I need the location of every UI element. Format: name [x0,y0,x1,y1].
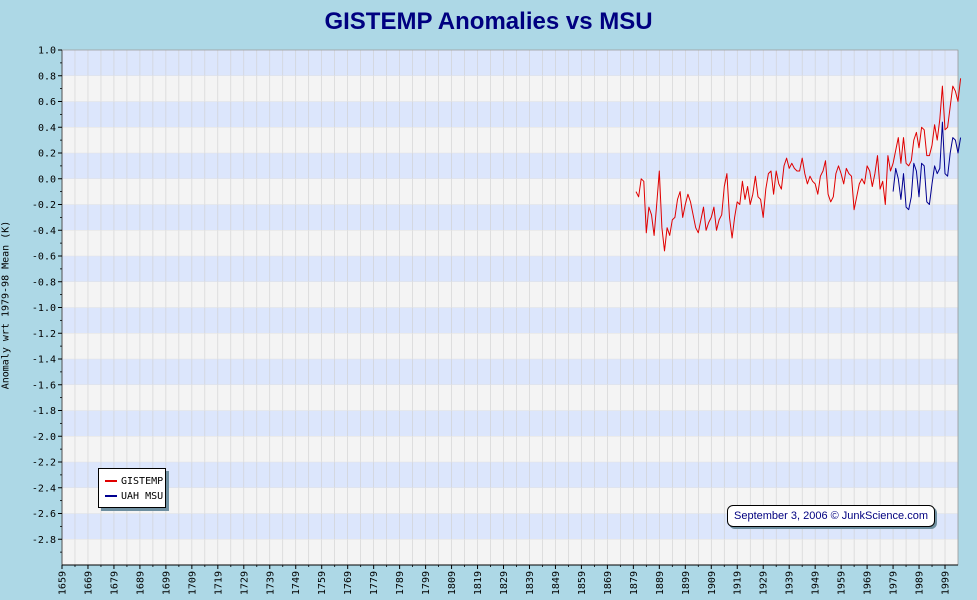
x-tick-label: 1839 [525,571,536,595]
y-tick-label: -2.8 [32,535,56,546]
series-line-uah-msu [892,121,962,211]
y-axis: 1.0 0.8 0.6 0.4 0.2 0.0 -0.2 -0.4 -0.6 -0.8 -1.0 -1… [32,46,959,566]
x-tick-label: 1699 [161,571,172,595]
legend-entry-uah-msu: UAH MSU [105,490,163,502]
y-tick-label: -2.4 [32,483,56,494]
y-tick-label: -1.8 [32,406,56,417]
credit-box: September 3, 2006 © JunkScience.com [727,505,935,527]
x-tick-label: 1809 [447,571,458,595]
x-tick-label: 1729 [239,571,250,595]
y-tick-label: 0.2 [38,149,56,160]
y-tick-label: -1.6 [32,380,56,391]
x-tick-label: 1919 [733,571,744,595]
plot-band [62,539,958,565]
x-tick-label: 1889 [655,571,666,595]
legend-entry-gistemp: GISTEMP [105,475,163,487]
x-tick-label: 1929 [759,571,770,595]
plot-band [62,75,958,102]
legend: GISTEMP UAH MSU [98,468,166,508]
y-tick-label: -2.6 [32,509,56,520]
x-tick-label: 1849 [551,571,562,595]
y-tick-label: -0.8 [32,277,56,288]
legend-swatch-gistemp [105,480,117,482]
x-tick-label: 1859 [577,571,588,595]
x-tick-label: 1669 [83,571,94,595]
x-tick-label: 1829 [499,571,510,595]
plot-band [62,230,958,256]
series-lines [635,78,962,252]
y-tick-label: -1.0 [32,303,56,314]
x-tick-label: 1719 [213,571,224,595]
x-tick-label: 1659 [58,571,69,595]
y-tick-label: -0.2 [32,200,56,211]
x-tick-label: 1799 [421,571,432,595]
y-tick-label: 1.0 [38,46,56,57]
plot-band [62,127,958,153]
x-tick-label: 1969 [863,571,874,595]
x-tick-label: 1879 [629,571,640,595]
legend-label-gistemp: GISTEMP [121,475,164,487]
y-tick-label: 0.6 [38,97,56,108]
x-tick-label: 1819 [473,571,484,595]
x-tick-label: 1909 [707,571,718,595]
y-tick-label: -1.2 [32,329,56,340]
x-tick-label: 1769 [343,571,354,595]
plot-band [62,436,958,462]
y-tick-label: 0.4 [38,123,56,134]
y-tick-label: -1.4 [32,355,56,366]
x-tick-label: 1759 [317,571,328,595]
legend-label-uah-msu: UAH MSU [121,490,164,502]
x-tick-label: 1949 [811,571,822,595]
x-tick-label: 1679 [109,571,120,595]
plot-band [62,462,958,488]
x-tick-label: 1959 [837,571,848,595]
plot-band [62,178,958,205]
x-tick-label: 1789 [395,571,406,595]
plot-band [62,333,958,359]
plot-band [62,50,958,76]
plot-band [62,359,958,385]
x-axis: 1659 1669 1679 1689 1699 1709 1719 1729 1739 1749… [58,564,958,595]
legend-swatch-uah-msu [105,495,117,497]
chart-title: GISTEMP Anomalies vs MSU [324,8,653,35]
x-tick-label: 1739 [265,571,276,595]
y-tick-label: -2.2 [32,458,56,469]
x-tick-label: 1999 [941,571,952,595]
x-tick-label: 1899 [681,571,692,595]
x-tick-label: 1939 [785,571,796,595]
y-tick-label: -2.0 [32,432,56,443]
plot-band [62,204,958,231]
plot-band [62,384,958,411]
x-tick-label: 1709 [187,571,198,595]
vertical-grid [61,49,959,566]
x-tick-label: 1689 [135,571,146,595]
y-tick-label: 0.8 [38,71,56,82]
x-tick-label: 1869 [603,571,614,595]
x-tick-label: 1979 [889,571,900,595]
y-tick-label: -0.6 [32,252,56,263]
x-tick-label: 1989 [915,571,926,595]
y-tick-label: 0.0 [38,174,56,185]
plot-band [62,410,958,437]
plot-band [62,307,958,334]
plot-band [62,153,958,179]
plot-band [62,281,958,308]
series-line-gistemp [635,78,962,252]
x-tick-label: 1779 [369,571,380,595]
y-tick-label: -0.4 [32,226,56,237]
x-tick-label: 1749 [291,571,302,595]
plot-band [62,256,958,282]
plot-band [62,101,958,128]
